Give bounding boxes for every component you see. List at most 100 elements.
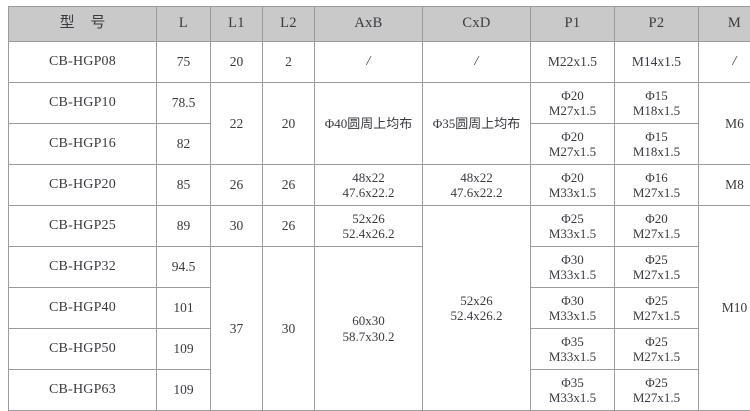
cell-l: 101 bbox=[157, 288, 211, 329]
cell-p1: Φ20 M27x1.5 bbox=[531, 83, 615, 124]
cell-p1-thread: M33x1.5 bbox=[533, 390, 612, 405]
cell-p2-diameter: Φ25 bbox=[617, 293, 696, 308]
cell-l: 78.5 bbox=[157, 83, 211, 124]
cell-l1: 26 bbox=[211, 165, 263, 206]
column-header-cxd: CxD bbox=[423, 7, 531, 42]
hydraulic-cylinder-spec-table: 型 号 L L1 L2 AxB CxD P1 P2 M N CB-HGP08 7… bbox=[8, 6, 750, 411]
cell-p2: Φ20 M27x1.5 bbox=[615, 206, 699, 247]
cell-l: 82 bbox=[157, 124, 211, 165]
cell-model: CB-HGP08 bbox=[9, 42, 157, 83]
cell-p2-diameter: Φ20 bbox=[617, 211, 696, 226]
cell-model: CB-HGP16 bbox=[9, 124, 157, 165]
cell-p1: Φ30 M33x1.5 bbox=[531, 288, 615, 329]
table-row: CB-HGP20 85 26 26 48x22 47.6x22.2 48x22 … bbox=[9, 165, 750, 206]
cell-p2: M14x1.5 bbox=[615, 42, 699, 83]
cell-p1-thread: M27x1.5 bbox=[533, 103, 612, 118]
cell-m: M10 bbox=[699, 206, 750, 411]
cell-p2-thread: M18x1.5 bbox=[617, 144, 696, 159]
cell-p2: Φ15 M18x1.5 bbox=[615, 124, 699, 165]
cell-p1-thread: M33x1.5 bbox=[533, 349, 612, 364]
cell-axb-actual: 58.7x30.2 bbox=[317, 329, 420, 344]
cell-p1-diameter: Φ20 bbox=[533, 170, 612, 185]
cell-l: 85 bbox=[157, 165, 211, 206]
cell-cxd-actual: 47.6x22.2 bbox=[425, 185, 528, 200]
cell-cxd-actual: 52.4x26.2 bbox=[425, 308, 528, 323]
cell-p1: Φ35 M33x1.5 bbox=[531, 329, 615, 370]
column-header-p1: P1 bbox=[531, 7, 615, 42]
cell-axb-nominal: 52x26 bbox=[317, 211, 420, 226]
cell-p1-diameter: Φ25 bbox=[533, 211, 612, 226]
cell-l1: 22 bbox=[211, 83, 263, 165]
cell-l: 75 bbox=[157, 42, 211, 83]
cell-axb: 52x26 52.4x26.2 bbox=[315, 206, 423, 247]
table-row: CB-HGP10 78.5 22 20 Φ40圆周上均布 Φ35圆周上均布 Φ2… bbox=[9, 83, 750, 124]
cell-cxd: 52x26 52.4x26.2 bbox=[423, 206, 531, 411]
cell-model: CB-HGP50 bbox=[9, 329, 157, 370]
cell-p2: Φ15 M18x1.5 bbox=[615, 83, 699, 124]
cell-p1: Φ30 M33x1.5 bbox=[531, 247, 615, 288]
cell-p1-thread: M33x1.5 bbox=[533, 267, 612, 282]
cell-l2: 26 bbox=[263, 206, 315, 247]
cell-l2: 20 bbox=[263, 83, 315, 165]
cell-cxd-nominal: 52x26 bbox=[425, 293, 528, 308]
cell-axb-nominal: 60x30 bbox=[317, 313, 420, 328]
cell-l: 89 bbox=[157, 206, 211, 247]
cell-p1-diameter: Φ20 bbox=[533, 129, 612, 144]
cell-model: CB-HGP40 bbox=[9, 288, 157, 329]
cell-p2-thread: M27x1.5 bbox=[617, 226, 696, 241]
table-header: 型 号 L L1 L2 AxB CxD P1 P2 M N bbox=[9, 7, 750, 42]
cell-p2-thread: M27x1.5 bbox=[617, 185, 696, 200]
cell-p2: Φ25 M27x1.5 bbox=[615, 329, 699, 370]
cell-l: 94.5 bbox=[157, 247, 211, 288]
cell-l1: 37 bbox=[211, 247, 263, 411]
cell-m: M8 bbox=[699, 165, 750, 206]
cell-p1-diameter: Φ35 bbox=[533, 334, 612, 349]
cell-model: CB-HGP25 bbox=[9, 206, 157, 247]
cell-model: CB-HGP32 bbox=[9, 247, 157, 288]
cell-cxd: Φ35圆周上均布 bbox=[423, 83, 531, 165]
cell-cxd-nominal: 48x22 bbox=[425, 170, 528, 185]
cell-axb-actual: 47.6x22.2 bbox=[317, 185, 420, 200]
column-header-p2: P2 bbox=[615, 7, 699, 42]
header-row: 型 号 L L1 L2 AxB CxD P1 P2 M N bbox=[9, 7, 750, 42]
cell-model: CB-HGP20 bbox=[9, 165, 157, 206]
cell-axb-nominal: 48x22 bbox=[317, 170, 420, 185]
column-header-axb: AxB bbox=[315, 7, 423, 42]
cell-p2: Φ25 M27x1.5 bbox=[615, 370, 699, 411]
cell-p1-thread: M27x1.5 bbox=[533, 144, 612, 159]
cell-p2-thread: M27x1.5 bbox=[617, 308, 696, 323]
cell-p1: Φ25 M33x1.5 bbox=[531, 206, 615, 247]
cell-l1: 20 bbox=[211, 42, 263, 83]
cell-p2-diameter: Φ16 bbox=[617, 170, 696, 185]
cell-p1-thread: M33x1.5 bbox=[533, 308, 612, 323]
cell-p2: Φ16 M27x1.5 bbox=[615, 165, 699, 206]
cell-p2-thread: M18x1.5 bbox=[617, 103, 696, 118]
cell-p1-diameter: Φ20 bbox=[533, 88, 612, 103]
table-row: CB-HGP32 94.5 37 30 60x30 58.7x30.2 Φ30 … bbox=[9, 247, 750, 288]
cell-p2-thread: M27x1.5 bbox=[617, 267, 696, 282]
cell-cxd: / bbox=[423, 42, 531, 83]
column-header-l2: L2 bbox=[263, 7, 315, 42]
cell-model: CB-HGP63 bbox=[9, 370, 157, 411]
cell-p2: Φ25 M27x1.5 bbox=[615, 247, 699, 288]
cell-p2-diameter: Φ25 bbox=[617, 375, 696, 390]
cell-p1-diameter: Φ35 bbox=[533, 375, 612, 390]
table-row: CB-HGP25 89 30 26 52x26 52.4x26.2 52x26 … bbox=[9, 206, 750, 247]
cell-l2: 2 bbox=[263, 42, 315, 83]
cell-l1: 30 bbox=[211, 206, 263, 247]
cell-axb: Φ40圆周上均布 bbox=[315, 83, 423, 165]
cell-p1: Φ35 M33x1.5 bbox=[531, 370, 615, 411]
cell-m: M6 bbox=[699, 83, 750, 165]
table-row: CB-HGP08 75 20 2 / / M22x1.5 M14x1.5 / / bbox=[9, 42, 750, 83]
column-header-l1: L1 bbox=[211, 7, 263, 42]
column-header-model: 型 号 bbox=[9, 7, 157, 42]
cell-p1: Φ20 M27x1.5 bbox=[531, 124, 615, 165]
cell-p1: Φ20 M33x1.5 bbox=[531, 165, 615, 206]
cell-p2: Φ25 M27x1.5 bbox=[615, 288, 699, 329]
cell-p1-diameter: Φ30 bbox=[533, 293, 612, 308]
cell-p2-diameter: Φ15 bbox=[617, 129, 696, 144]
cell-l2: 26 bbox=[263, 165, 315, 206]
column-header-m: M bbox=[699, 7, 750, 42]
cell-axb: 60x30 58.7x30.2 bbox=[315, 247, 423, 411]
cell-p1-thread: M33x1.5 bbox=[533, 226, 612, 241]
